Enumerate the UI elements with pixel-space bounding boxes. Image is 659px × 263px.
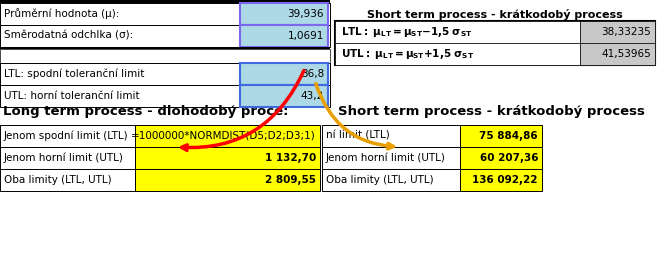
Text: Průměrní hodnota (μ):: Průměrní hodnota (μ): <box>4 8 119 19</box>
Text: 75 884,86: 75 884,86 <box>479 131 538 141</box>
Text: Short term process - krátkodobý process: Short term process - krátkodobý process <box>338 104 645 118</box>
FancyBboxPatch shape <box>580 21 655 43</box>
FancyBboxPatch shape <box>240 63 328 85</box>
FancyBboxPatch shape <box>322 125 460 147</box>
Text: Long term process - dlohodobý proce:: Long term process - dlohodobý proce: <box>3 104 289 118</box>
FancyBboxPatch shape <box>460 147 542 169</box>
FancyBboxPatch shape <box>0 24 330 47</box>
FancyBboxPatch shape <box>135 169 320 191</box>
FancyBboxPatch shape <box>135 125 320 147</box>
FancyBboxPatch shape <box>460 125 542 147</box>
Text: =1000000*NORMDIST(D5;D2;D3;1): =1000000*NORMDIST(D5;D2;D3;1) <box>131 131 316 141</box>
FancyBboxPatch shape <box>335 21 655 65</box>
FancyBboxPatch shape <box>335 21 580 43</box>
FancyBboxPatch shape <box>335 43 580 65</box>
FancyBboxPatch shape <box>135 147 320 169</box>
Text: 41,53965: 41,53965 <box>601 49 651 59</box>
Text: Oba limity (LTL, UTL): Oba limity (LTL, UTL) <box>326 175 434 185</box>
Text: 43,2: 43,2 <box>301 91 324 101</box>
FancyBboxPatch shape <box>322 169 460 191</box>
Text: Jenom spodní limit (LTL): Jenom spodní limit (LTL) <box>4 131 129 141</box>
Text: 39,936: 39,936 <box>287 8 324 18</box>
Text: Short term process - krátkodobý process: Short term process - krátkodobý process <box>367 9 623 20</box>
FancyBboxPatch shape <box>240 3 328 24</box>
FancyBboxPatch shape <box>0 49 330 63</box>
Text: Směrodatná odchIka (σ):: Směrodatná odchIka (σ): <box>4 31 133 41</box>
FancyBboxPatch shape <box>0 169 135 191</box>
Text: 36,8: 36,8 <box>301 69 324 79</box>
Text: $\mathbf{UTL:}\ \mathbf{\mu_{LT} = \mu_{ST}}$$\mathbf{+1{,}5\ \sigma_{ST}}$: $\mathbf{UTL:}\ \mathbf{\mu_{LT} = \mu_{… <box>341 47 474 61</box>
Text: 1,0691: 1,0691 <box>287 31 324 41</box>
Text: Oba limity (LTL, UTL): Oba limity (LTL, UTL) <box>4 175 111 185</box>
FancyBboxPatch shape <box>0 0 330 3</box>
Text: ní limit (LTL): ní limit (LTL) <box>326 131 389 141</box>
FancyBboxPatch shape <box>240 85 328 107</box>
FancyBboxPatch shape <box>0 125 135 147</box>
Text: Jenom horní limit (UTL): Jenom horní limit (UTL) <box>4 153 124 163</box>
Text: 60 207,36: 60 207,36 <box>480 153 538 163</box>
Text: 2 809,55: 2 809,55 <box>265 175 316 185</box>
FancyBboxPatch shape <box>460 169 542 191</box>
FancyBboxPatch shape <box>322 147 460 169</box>
Text: 136 092,22: 136 092,22 <box>473 175 538 185</box>
FancyBboxPatch shape <box>0 85 330 107</box>
FancyBboxPatch shape <box>0 63 330 85</box>
FancyBboxPatch shape <box>0 47 330 49</box>
Text: $\mathbf{LTL:}\ \mathbf{\mu_{LT} = \mu_{ST}}$$\mathbf{-1{,}5\ \sigma_{ST}}$: $\mathbf{LTL:}\ \mathbf{\mu_{LT} = \mu_{… <box>341 25 473 39</box>
FancyBboxPatch shape <box>580 43 655 65</box>
FancyBboxPatch shape <box>240 24 328 47</box>
FancyBboxPatch shape <box>0 147 135 169</box>
Text: LTL: spodní toleranční limit: LTL: spodní toleranční limit <box>4 69 144 79</box>
Text: 38,33235: 38,33235 <box>601 27 651 37</box>
Text: UTL: horní toleranční limit: UTL: horní toleranční limit <box>4 91 140 101</box>
Text: Jenom horní limit (UTL): Jenom horní limit (UTL) <box>326 153 446 163</box>
FancyBboxPatch shape <box>0 3 330 24</box>
Text: 1 132,70: 1 132,70 <box>265 153 316 163</box>
